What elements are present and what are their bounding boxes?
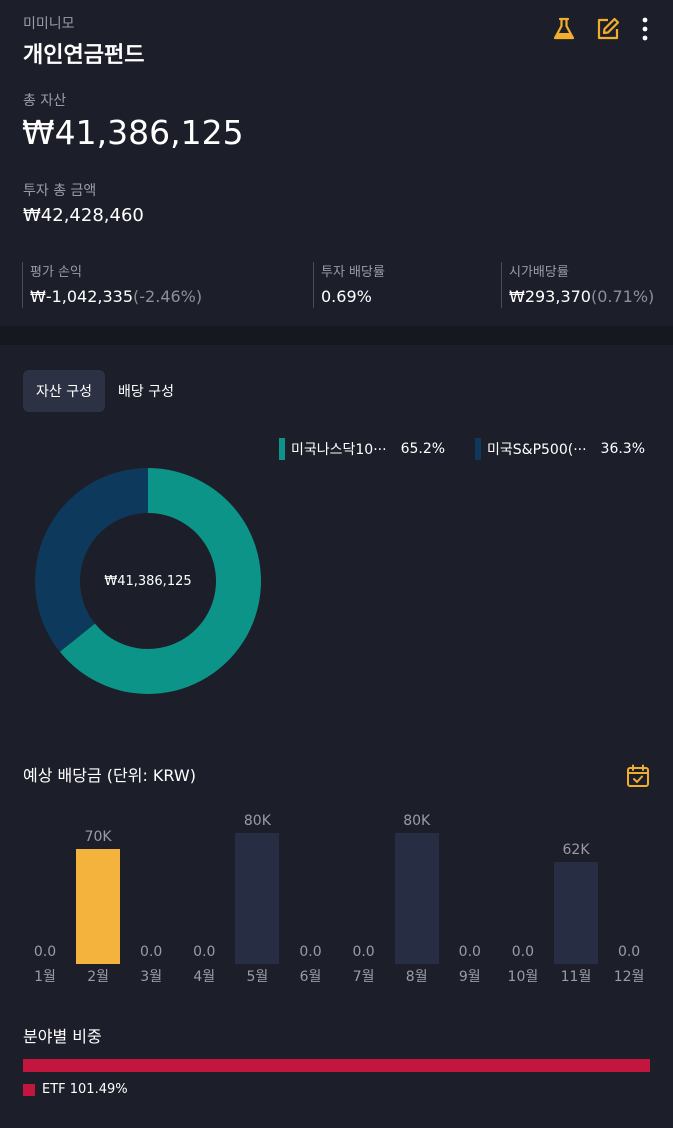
stat-value-wrap: ₩-1,042,335(-2.46%): [30, 287, 202, 306]
stat-profit-loss: 평가 손익 ₩-1,042,335(-2.46%): [22, 262, 202, 308]
bar-value-label: 0.0: [193, 944, 216, 960]
stat-value: ₩-1,042,335: [30, 287, 134, 306]
stat-label: 평가 손익: [30, 265, 82, 280]
bar-month-label: 5월: [246, 969, 269, 985]
more-vertical-icon[interactable]: [639, 14, 651, 44]
sector-weight-title: 분야별 비중: [23, 1027, 102, 1046]
bar-column[interactable]: 80K 5월: [235, 790, 280, 990]
toolbar: [551, 14, 651, 44]
bar-month-label: 4월: [193, 969, 216, 985]
bar-month-label: 11월: [560, 969, 592, 985]
bar-value-label: 0.0: [299, 944, 322, 960]
bar-value-label: 0.0: [511, 944, 535, 960]
bar-month-label: 10월: [507, 969, 539, 985]
portfolio-title: 개인연금펀드: [23, 43, 145, 68]
bar-month-label: 8월: [405, 969, 428, 985]
dividend-chart-title: 예상 배당금 (단위: KRW): [23, 766, 196, 785]
legend-item: 미국S&P500(··· 36.3%: [475, 438, 645, 460]
sector-legend-swatch: [23, 1083, 35, 1096]
portfolio-owner: 미미니모: [23, 16, 75, 32]
total-assets-label: 총 자산: [23, 93, 67, 109]
legend-item: 미국나스닥10··· 65.2%: [279, 438, 445, 460]
allocation-donut-chart: ₩41,386,125: [34, 468, 261, 694]
stats-row: 평가 손익 ₩-1,042,335(-2.46%) 투자 배당률 0.69% 시…: [22, 262, 654, 308]
stat-percent: (0.71%): [590, 287, 655, 306]
bar-value-label: 0.0: [458, 944, 481, 960]
legend-swatch: [475, 438, 481, 460]
bar-column[interactable]: 0.0 6월: [289, 790, 333, 990]
donut-slice-2[interactable]: [34, 468, 148, 652]
bar-column[interactable]: 62K 11월: [554, 790, 598, 990]
bar-column[interactable]: 0.0 9월: [448, 790, 492, 990]
sector-weight-bar: [23, 1059, 650, 1072]
dividend-bar: [394, 833, 439, 964]
invested-total-value: ₩42,428,460: [23, 205, 144, 226]
tab-asset-composition[interactable]: 자산 구성: [23, 370, 105, 412]
stat-percent: (-2.46%): [133, 287, 203, 306]
legend-name: 미국S&P500(···: [487, 442, 587, 458]
bar-column[interactable]: 0.0 7월: [342, 790, 386, 990]
legend-swatch: [279, 438, 285, 460]
tab-dividend-composition[interactable]: 배당 구성: [117, 384, 174, 400]
total-assets-value: ₩41,386,125: [22, 113, 244, 152]
bar-value-label: 0.0: [140, 944, 163, 960]
dividend-bar-chart: 0.0 1월 70K 2월 0.0 3월 0.0 4월 80K 5월 0.0 6월 0.0 7월 80K 8월…: [0, 790, 673, 990]
bar-value-label: 80K: [243, 813, 271, 829]
stat-label: 시가배당률: [509, 265, 569, 280]
bar-month-label: 1월: [34, 969, 56, 985]
dividend-bar: [554, 862, 598, 964]
donut-slice-1[interactable]: [59, 468, 261, 694]
composition-tabs: 자산 구성 배당 구성: [23, 370, 187, 412]
dividend-bar: [76, 849, 121, 964]
bar-value-label: 70K: [84, 829, 112, 846]
bar-column[interactable]: 0.0 3월: [129, 790, 173, 990]
flask-icon[interactable]: [551, 14, 577, 44]
legend-percent: 36.3%: [600, 441, 646, 457]
stat-value: ₩293,370: [509, 287, 591, 306]
bar-column[interactable]: 70K 2월: [76, 790, 121, 990]
bar-column[interactable]: 0.0 12월: [607, 790, 651, 990]
stat-value: 0.69%: [321, 287, 372, 306]
summary-panel: 미미니모 개인연금펀드 총 자산 ₩41,386,125 투자 총 금액 ₩42…: [0, 0, 673, 326]
bar-month-label: 6월: [299, 969, 322, 985]
dividend-bar: [235, 833, 280, 964]
bar-column[interactable]: 0.0 4월: [182, 790, 226, 990]
bar-value-label: 0.0: [617, 944, 641, 960]
bar-value-label: 80K: [403, 813, 431, 829]
bar-column[interactable]: 0.0 10월: [501, 790, 545, 990]
edit-icon[interactable]: [595, 14, 621, 44]
stat-market-yield: 시가배당률 ₩293,370(0.71%): [501, 262, 654, 308]
bar-value-label: 0.0: [33, 944, 57, 960]
stat-value-wrap: 0.69%: [321, 287, 385, 306]
stat-value-wrap: ₩293,370(0.71%): [509, 287, 654, 306]
bar-column[interactable]: 0.0 1월: [23, 790, 67, 990]
bar-month-label: 9월: [458, 969, 481, 985]
bar-month-label: 2월: [87, 969, 109, 985]
bar-column[interactable]: 80K 8월: [394, 790, 439, 990]
bar-value-label: 0.0: [352, 944, 375, 960]
bar-month-label: 7월: [352, 969, 375, 985]
section-divider: [0, 326, 673, 345]
bar-month-label: 12월: [613, 969, 645, 985]
invested-total-label: 투자 총 금액: [23, 183, 97, 199]
donut-center-label: ₩41,386,125: [104, 574, 191, 589]
bar-month-label: 3월: [140, 969, 163, 985]
legend-percent: 65.2%: [400, 441, 446, 457]
sector-legend-label: ETF 101.49%: [42, 1082, 128, 1097]
stat-invest-yield: 투자 배당률 0.69%: [313, 262, 385, 308]
calendar-check-icon[interactable]: [626, 764, 650, 788]
legend-name: 미국나스닥10···: [291, 442, 387, 458]
bar-value-label: 62K: [562, 842, 590, 859]
sector-legend-item: ETF 101.49%: [23, 1082, 128, 1097]
stat-label: 투자 배당률: [321, 265, 385, 280]
